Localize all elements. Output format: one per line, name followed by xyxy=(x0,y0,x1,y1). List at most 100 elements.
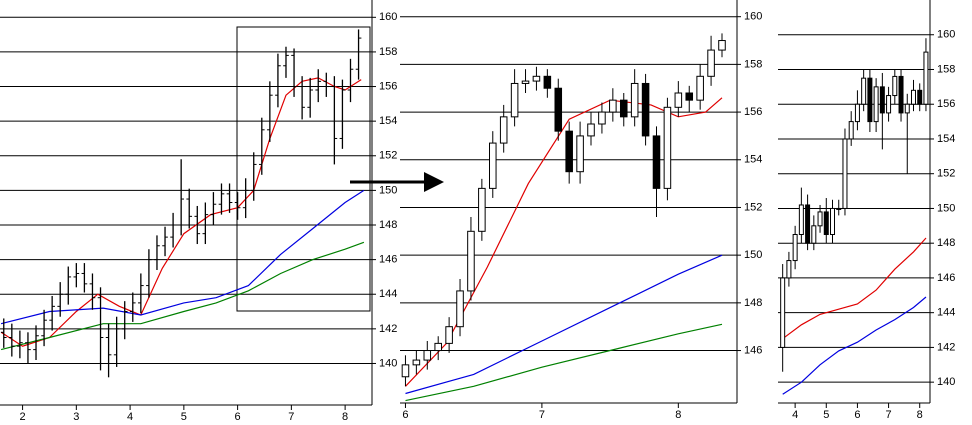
candle-body xyxy=(543,75,552,89)
candle-body xyxy=(554,87,563,132)
candle-body xyxy=(412,359,421,366)
candle-body xyxy=(873,86,879,123)
candle-body xyxy=(696,75,704,101)
y-tick-label: 142 xyxy=(379,323,397,335)
y-tick-label: 160 xyxy=(379,11,397,23)
y-tick-label: 150 xyxy=(744,249,762,261)
moving-average-line xyxy=(782,237,927,340)
x-tick-label: 8 xyxy=(342,411,348,423)
candle-body xyxy=(663,106,672,189)
candle-body xyxy=(898,75,904,114)
y-tick-label: 158 xyxy=(744,58,762,70)
candle-body xyxy=(823,211,829,236)
candle-body xyxy=(489,142,497,189)
y-tick-label: 160 xyxy=(937,29,955,41)
candle-body xyxy=(707,49,715,77)
moving-average-line xyxy=(405,323,723,402)
y-tick-label: 140 xyxy=(937,376,955,388)
candle-body xyxy=(521,80,530,84)
y-tick-label: 140 xyxy=(379,357,397,369)
x-tick-label: 4 xyxy=(127,411,133,423)
y-tick-label: 156 xyxy=(937,98,955,110)
candle-body xyxy=(792,234,798,262)
candle-body xyxy=(836,207,842,210)
arrow-head xyxy=(424,172,444,192)
candle-body xyxy=(786,260,792,279)
candle-body xyxy=(861,77,867,105)
panel: 140 142 144 146 148 150 152 154 156 158 160 4 5 6 7 8 xyxy=(778,0,955,421)
x-tick-label: 6 xyxy=(854,409,860,421)
x-tick-label: 8 xyxy=(675,409,681,421)
candle-body xyxy=(867,77,873,123)
x-tick-label: 4 xyxy=(792,409,798,421)
candle-body xyxy=(923,51,929,105)
zoom-arrow xyxy=(350,172,444,192)
candle-body xyxy=(587,123,595,137)
moving-average-line xyxy=(405,254,723,395)
y-tick-label: 150 xyxy=(937,202,955,214)
candle-body xyxy=(598,111,606,125)
candle-body xyxy=(467,230,475,292)
candle-body xyxy=(478,187,486,232)
candle-body xyxy=(510,82,519,118)
y-tick-label: 148 xyxy=(379,219,397,231)
candle-body xyxy=(445,326,453,344)
y-tick-label: 158 xyxy=(379,46,397,58)
candle-body xyxy=(609,99,617,113)
y-tick-label: 146 xyxy=(937,272,955,284)
y-tick-label: 154 xyxy=(744,154,762,166)
y-tick-label: 148 xyxy=(937,237,955,249)
candle-body xyxy=(532,75,541,82)
candle-body xyxy=(456,290,464,328)
candle-body xyxy=(499,116,508,144)
panel: 140 142 144 146 148 150 152 154 156 158 160 2 3 4 5 6 7 8 xyxy=(0,0,397,423)
x-tick-label: 6 xyxy=(235,411,241,423)
x-tick-label: 8 xyxy=(917,409,923,421)
moving-average-line xyxy=(782,296,927,395)
candle-body xyxy=(652,135,661,189)
candle-body xyxy=(434,342,442,352)
candle-body xyxy=(641,82,650,137)
y-tick-label: 148 xyxy=(744,297,762,309)
y-tick-label: 158 xyxy=(937,63,955,75)
y-tick-label: 144 xyxy=(379,288,397,300)
candle-body xyxy=(401,364,410,378)
candle-body xyxy=(674,92,683,108)
candle-body xyxy=(576,135,584,173)
y-tick-label: 146 xyxy=(744,344,762,356)
x-tick-label: 6 xyxy=(402,409,408,421)
candle-body xyxy=(685,92,694,101)
panel: 146 148 150 152 154 156 158 160 6 7 8 xyxy=(400,0,762,421)
candle-body xyxy=(798,204,804,236)
candle-body xyxy=(904,103,910,114)
y-tick-label: 160 xyxy=(744,11,762,23)
candle-body xyxy=(854,103,860,123)
candle-body xyxy=(811,225,817,244)
candle-body xyxy=(565,130,573,173)
x-tick-label: 5 xyxy=(181,411,187,423)
x-tick-label: 5 xyxy=(823,409,829,421)
candle-body xyxy=(619,99,628,118)
y-tick-label: 142 xyxy=(937,341,955,353)
moving-average-line xyxy=(405,97,723,387)
y-tick-label: 154 xyxy=(379,115,397,127)
candle-body xyxy=(910,89,916,105)
candle-body xyxy=(848,121,854,140)
y-tick-label: 156 xyxy=(744,106,762,118)
y-tick-label: 156 xyxy=(379,80,397,92)
x-tick-label: 3 xyxy=(73,411,79,423)
y-tick-label: 152 xyxy=(744,201,762,213)
x-tick-label: 7 xyxy=(886,409,892,421)
candle-body xyxy=(817,211,823,227)
x-tick-label: 2 xyxy=(20,411,26,423)
candle-body xyxy=(917,89,923,105)
zoom-box xyxy=(236,26,371,312)
candle-body xyxy=(630,82,639,118)
y-tick-label: 152 xyxy=(379,150,397,162)
x-tick-label: 7 xyxy=(288,411,294,423)
y-tick-label: 150 xyxy=(379,184,397,196)
candle-body xyxy=(879,86,885,114)
moving-average-line xyxy=(0,241,365,351)
